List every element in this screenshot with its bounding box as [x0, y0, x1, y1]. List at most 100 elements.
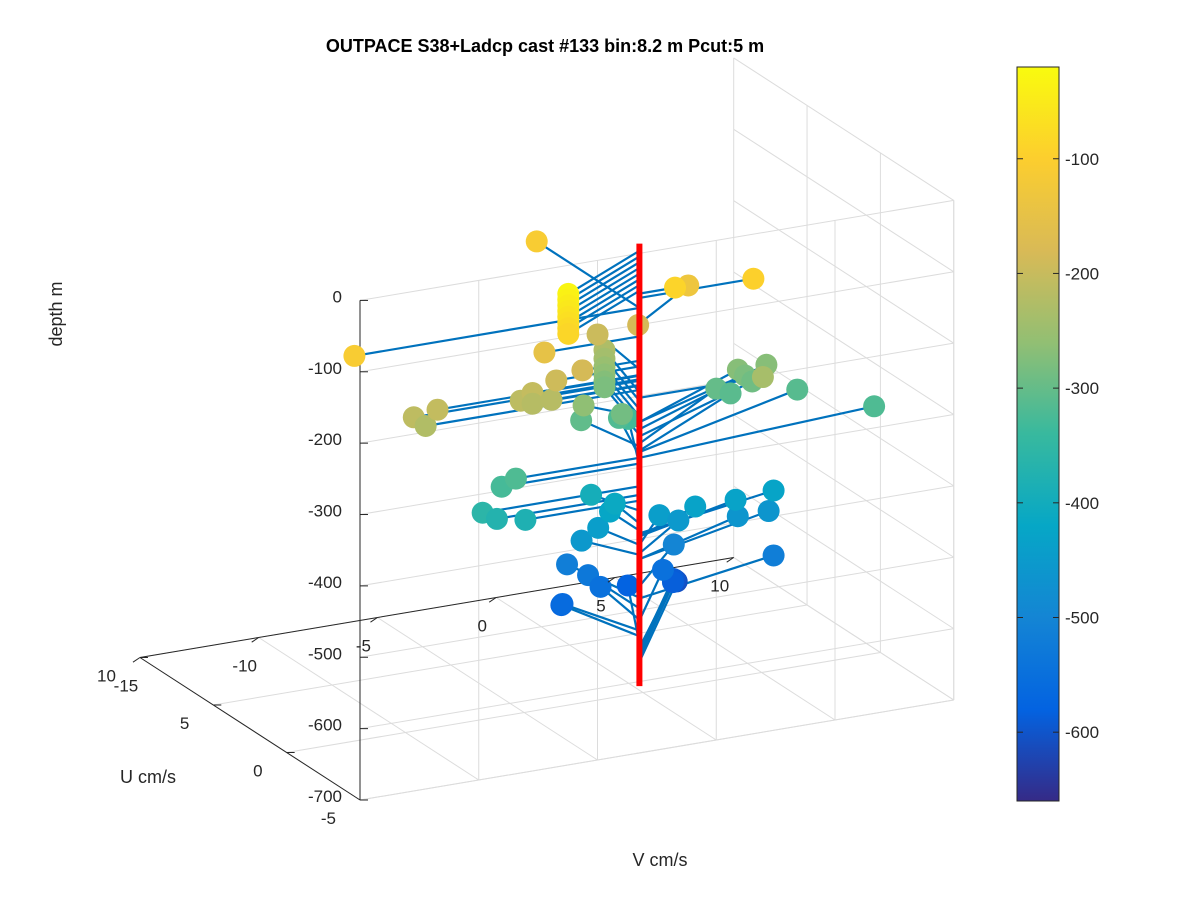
velocity-stick — [567, 272, 640, 318]
velocity-stick — [544, 335, 640, 354]
colorbar-tick-label: -300 — [1065, 379, 1099, 398]
grid-line-floor-u — [286, 652, 881, 753]
velocity-stick — [567, 284, 640, 330]
data-point — [863, 395, 886, 418]
data-point — [343, 344, 366, 367]
velocity-stick — [515, 456, 640, 480]
data-point — [525, 230, 548, 253]
z-tick-label: -200 — [308, 430, 342, 449]
grid-line-floor-v — [258, 637, 480, 781]
data-point — [586, 323, 609, 346]
grid-line-back-z — [359, 199, 954, 301]
y-tick-label: 0 — [253, 762, 262, 781]
grid-line-floor-u — [213, 604, 808, 706]
data-point — [426, 398, 449, 421]
x-tick-mark — [132, 657, 141, 663]
grid-line-floor-v — [495, 597, 717, 741]
data-point — [719, 382, 742, 405]
velocity-stick — [567, 255, 640, 301]
x-tick-label: -5 — [356, 637, 371, 656]
velocity-sticks — [354, 240, 875, 663]
data-point — [587, 516, 610, 539]
x-tick-mark — [370, 617, 378, 623]
z-axis-label: depth m — [46, 281, 66, 346]
axes-box — [139, 300, 734, 801]
grid-line-back-z — [359, 342, 954, 444]
y-axis-line — [139, 657, 361, 801]
colorbar-tick-label: -400 — [1065, 494, 1099, 513]
data-point — [651, 558, 674, 581]
velocity-stick — [638, 387, 717, 445]
data-point — [485, 507, 508, 530]
x-tick-mark — [251, 637, 259, 643]
y-tick-label: -5 — [321, 809, 336, 828]
z-tick-label: -300 — [308, 502, 342, 521]
velocity-stick — [639, 388, 798, 454]
data-point — [726, 505, 749, 528]
data-point — [556, 553, 579, 576]
data-point — [557, 322, 580, 345]
data-point — [684, 495, 707, 518]
velocity-stick — [639, 489, 774, 535]
data-point — [610, 402, 633, 425]
velocity-stick — [638, 580, 678, 663]
x-tick-label: -10 — [232, 657, 257, 676]
grid-line-floor-v — [733, 557, 955, 701]
grid-line-floor-v — [614, 577, 836, 721]
data-point — [648, 504, 671, 527]
grid-line-back-z — [359, 414, 954, 516]
velocity-stick — [638, 368, 739, 424]
x-tick-label: 10 — [710, 577, 729, 596]
data-point — [580, 483, 603, 506]
x-tick-mark — [488, 597, 497, 603]
data-point — [724, 488, 747, 511]
data-point — [521, 392, 544, 415]
data-point — [414, 414, 437, 437]
velocity-stick — [638, 579, 676, 659]
data-point — [662, 533, 685, 556]
data-point — [570, 529, 593, 552]
velocity-stick — [354, 306, 640, 358]
y-axis-label: U cm/s — [120, 767, 176, 787]
data-point — [571, 359, 594, 382]
data-point — [762, 544, 785, 567]
data-point — [551, 592, 574, 615]
grid-line-back-z — [359, 485, 954, 587]
colorbar-gradient — [1016, 66, 1060, 802]
data-point — [514, 508, 537, 531]
data-point — [545, 369, 568, 392]
velocity-stick — [638, 392, 732, 452]
data-point — [757, 500, 780, 523]
grid-line-side-z — [733, 200, 955, 344]
grid-line-back-z — [359, 556, 954, 658]
x-axis-line — [139, 557, 734, 658]
data-point — [742, 267, 765, 290]
grid-line-side-z — [733, 414, 955, 558]
data-point — [664, 276, 687, 299]
z-tick-label: -400 — [308, 573, 342, 592]
data-point — [540, 388, 563, 411]
chart-title: OUTPACE S38+Ladcp cast #133 bin:8.2 m Pc… — [326, 36, 764, 56]
data-point — [504, 467, 527, 490]
velocity-stick — [639, 554, 774, 600]
x-axis-label: V cm/s — [632, 850, 687, 870]
data-point — [593, 376, 616, 399]
x-tick-label: 0 — [477, 617, 486, 636]
colorbar-tick-label: -500 — [1065, 609, 1099, 628]
grid-line-floor-v — [377, 617, 598, 761]
grid-line-side-z — [733, 128, 955, 273]
colorbar: -100 -200 -300 -400 -500 -600 — [1016, 66, 1099, 802]
colorbar-ticks: -100 -200 -300 -400 -500 -600 — [1017, 150, 1099, 742]
y-tick-label: 10 — [97, 667, 116, 686]
colorbar-tick-label: -100 — [1065, 150, 1099, 169]
grid-line-back-z — [359, 271, 954, 373]
data-point — [667, 509, 690, 532]
x-tick-label: 5 — [596, 597, 605, 616]
data-point — [572, 394, 595, 417]
velocity-stick — [567, 289, 640, 335]
tick-labels: -15 -10 -5 0 5 10 -5 0 5 10 0 -100 -200 -300 -400 -500 -… — [97, 287, 734, 828]
z-tick-label: -500 — [308, 644, 342, 663]
z-tick-label: -700 — [308, 787, 342, 806]
velocity-stick — [560, 604, 640, 638]
